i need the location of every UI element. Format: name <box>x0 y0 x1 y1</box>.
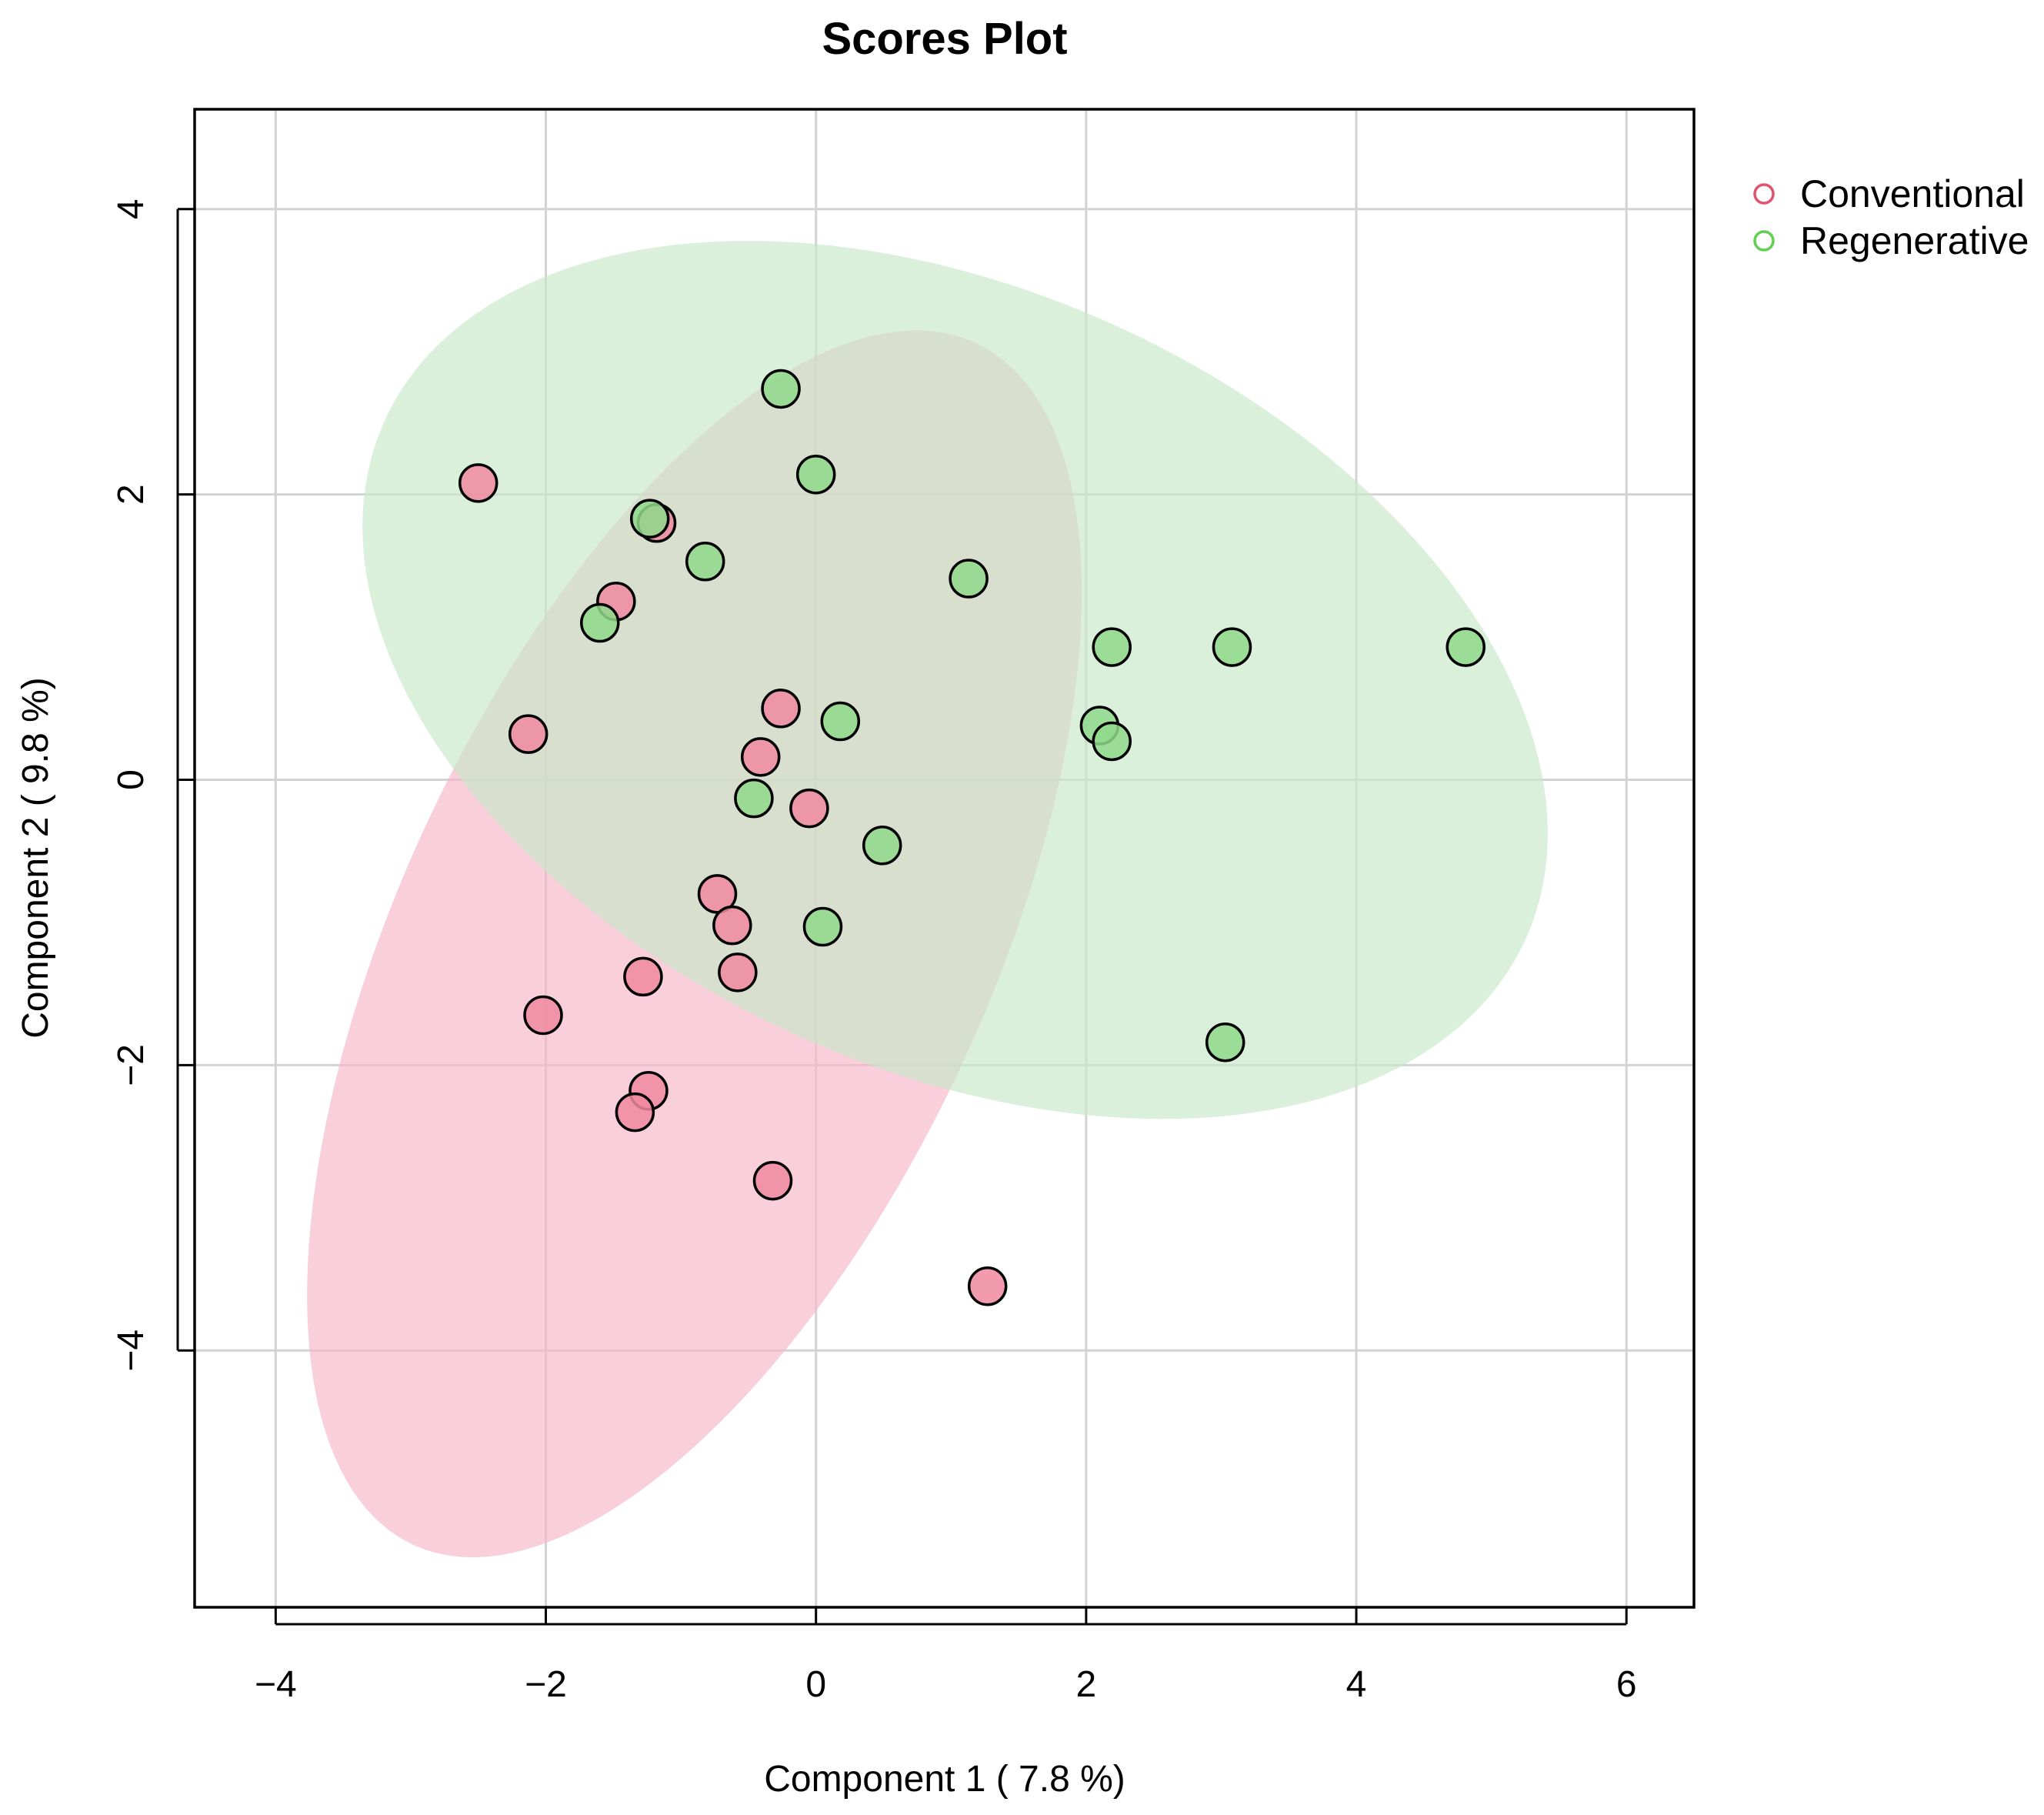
y-tick-label: −4 <box>111 1330 152 1372</box>
point-conventional <box>761 689 801 729</box>
point-regenerative <box>580 602 620 643</box>
legend-marker-conventional <box>1753 183 1775 205</box>
point-conventional <box>967 1266 1008 1306</box>
legend-label-conventional: Conventional <box>1800 172 2025 215</box>
ellipse-regenerative <box>362 241 1548 1119</box>
point-regenerative <box>761 369 801 409</box>
point-regenerative <box>1445 627 1486 667</box>
point-conventional <box>718 953 758 993</box>
x-tick-label: 4 <box>1346 1664 1367 1705</box>
x-tick-label: 0 <box>805 1664 826 1705</box>
point-regenerative <box>862 826 902 866</box>
y-axis: −4 −2 0 2 4 <box>111 199 195 1372</box>
x-axis-label: Component 1 ( 7.8 %) <box>764 1759 1125 1800</box>
point-regenerative <box>820 701 861 742</box>
x-tick-label: −2 <box>525 1664 567 1705</box>
x-tick-label: −4 <box>255 1664 297 1705</box>
x-tick-label: 2 <box>1076 1664 1097 1705</box>
point-conventional <box>789 788 829 829</box>
point-regenerative <box>685 542 725 582</box>
point-regenerative <box>802 906 843 947</box>
point-regenerative <box>1212 627 1252 667</box>
point-conventional <box>508 714 549 754</box>
point-regenerative <box>1092 721 1132 762</box>
chart-title: Scores Plot <box>822 14 1067 64</box>
data-points <box>458 369 1486 1306</box>
y-tick-label: 0 <box>111 769 152 790</box>
y-tick-label: 4 <box>111 199 152 219</box>
point-conventional <box>523 995 563 1036</box>
point-conventional <box>458 463 498 503</box>
point-regenerative <box>734 778 774 819</box>
plot-frame <box>193 108 1696 1609</box>
point-conventional <box>752 1160 793 1201</box>
y-axis-label: Component 2 ( 9.8 %) <box>15 677 56 1039</box>
legend-label-regenerative: Regenerative <box>1800 219 2029 262</box>
point-conventional <box>712 905 752 946</box>
point-regenerative <box>795 454 836 495</box>
point-conventional <box>740 737 781 777</box>
point-conventional <box>615 1092 655 1133</box>
y-tick-label: −2 <box>111 1044 152 1086</box>
x-tick-label: 6 <box>1616 1664 1637 1705</box>
point-regenerative <box>629 499 670 539</box>
point-conventional <box>623 956 663 997</box>
point-regenerative <box>949 559 989 599</box>
point-regenerative <box>1205 1022 1245 1063</box>
x-axis: −4 −2 0 2 4 6 <box>255 1607 1637 1705</box>
point-regenerative <box>1092 627 1132 667</box>
confidence-ellipses <box>307 241 1548 1558</box>
y-tick-label: 2 <box>111 484 152 505</box>
legend-marker-regenerative <box>1753 230 1775 252</box>
